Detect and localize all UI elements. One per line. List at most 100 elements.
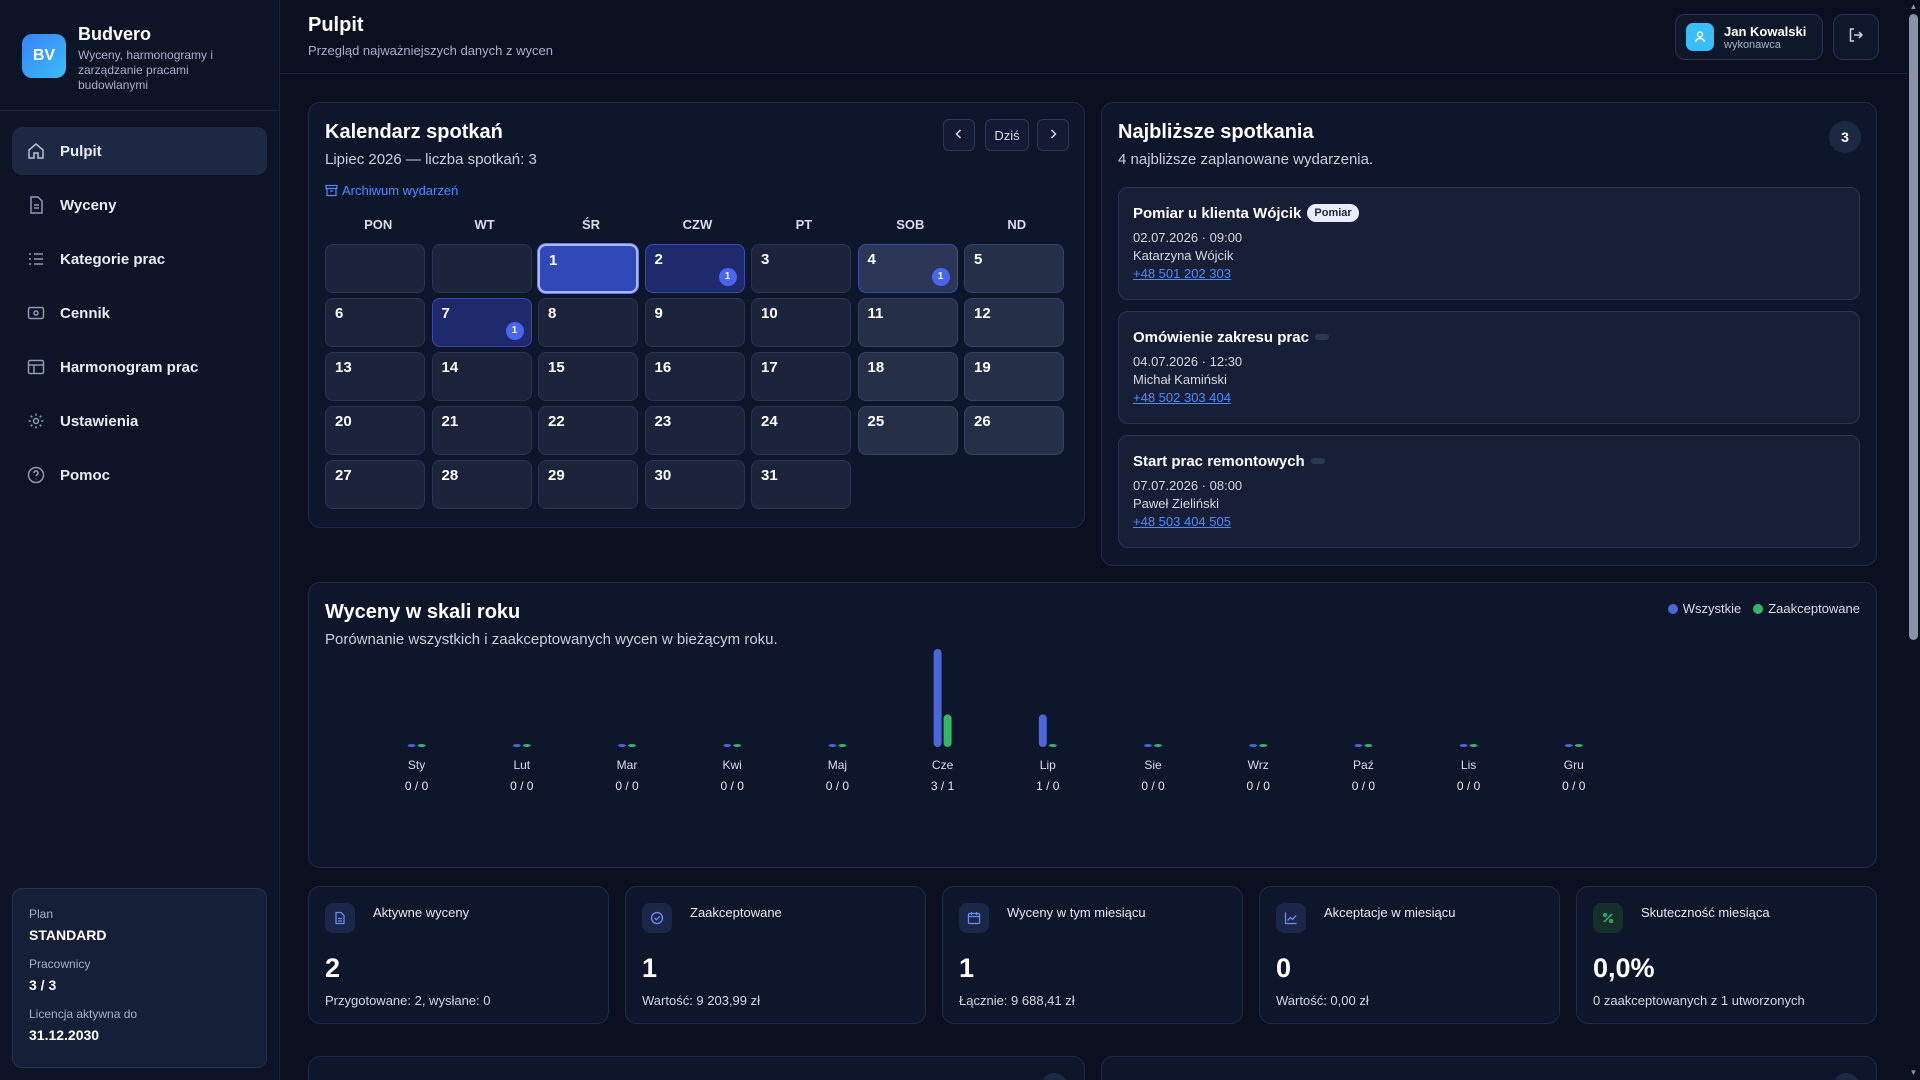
archive-link[interactable]: Archiwum wydarzeń: [325, 183, 458, 198]
bar-all-Maj[interactable]: [828, 744, 837, 747]
event-phone-link[interactable]: +48 502 303 404: [1133, 390, 1231, 405]
bar-all-Mar[interactable]: [618, 744, 626, 747]
event-phone-link[interactable]: +48 503 404 505: [1133, 514, 1231, 529]
calendar-day[interactable]: 12: [964, 298, 1064, 347]
calendar-day[interactable]: 1: [538, 244, 638, 293]
sidebar-item-ustawienia[interactable]: Ustawienia: [12, 397, 267, 445]
sidebar-item-cennik[interactable]: Cennik: [12, 289, 267, 337]
calendar-event-count-badge: 1: [505, 322, 524, 340]
calendar-day[interactable]: 8: [538, 298, 638, 347]
calendar-day[interactable]: 5: [964, 244, 1064, 293]
calendar-day[interactable]: 28: [431, 460, 532, 509]
calendar-next-button[interactable]: [1037, 119, 1069, 151]
logout-button[interactable]: [1833, 14, 1879, 60]
calendar-day-number: 11: [867, 305, 884, 322]
calendar-day[interactable]: 26: [964, 406, 1064, 455]
bar-all-Lip[interactable]: [1038, 714, 1047, 747]
bar-accepted-Maj[interactable]: [838, 744, 847, 747]
calendar-day[interactable]: 18: [857, 352, 958, 401]
user-menu[interactable]: Jan Kowalski wykonawca: [1675, 14, 1823, 60]
brand-logo[interactable]: BV: [22, 34, 66, 78]
bar-all-Sty[interactable]: [407, 744, 416, 747]
bar-all-Sie[interactable]: [1144, 744, 1152, 747]
bar-all-Kwi[interactable]: [723, 744, 732, 747]
sidebar-item-pomoc[interactable]: Pomoc: [12, 451, 267, 499]
calendar-day[interactable]: 17: [751, 352, 851, 401]
calendar-day[interactable]: 30: [644, 460, 745, 509]
calendar-day[interactable]: 11: [857, 298, 958, 347]
calendar-day[interactable]: 19: [964, 352, 1064, 401]
scroll-thumb[interactable]: [1909, 14, 1918, 640]
archive-icon: [325, 184, 338, 197]
legend-item-accepted: Zaakceptowane: [1753, 601, 1860, 616]
scroll-down-icon[interactable]: ▼: [1909, 1068, 1918, 1077]
bar-all-Wrz[interactable]: [1249, 744, 1258, 747]
bar-accepted-Lut[interactable]: [522, 744, 531, 747]
event-item[interactable]: Pomiar u klienta Wójcik Pomiar 02.07.202…: [1118, 187, 1860, 300]
bar-accepted-Sty[interactable]: [417, 744, 426, 747]
bar-accepted-Sie[interactable]: [1154, 744, 1162, 747]
scroll-up-icon[interactable]: ▲: [1909, 2, 1918, 11]
bar-accepted-Kwi[interactable]: [733, 744, 742, 747]
x-tick-label: Sty: [408, 758, 425, 772]
calendar-day[interactable]: 16: [644, 352, 745, 401]
bar-value-label: 3 / 1: [931, 779, 955, 793]
bar-all-Lut[interactable]: [512, 744, 521, 747]
calendar-day[interactable]: 21: [431, 406, 532, 455]
legend-item-all: Wszystkie: [1667, 601, 1741, 616]
header: Pulpit Przegląd najważniejszych danych z…: [280, 0, 1907, 74]
calendar-today-button[interactable]: Dziś: [985, 119, 1029, 151]
sidebar-item-label: Wyceny: [60, 196, 117, 214]
calendar-day[interactable]: 22: [538, 406, 638, 455]
calendar-day[interactable]: 14: [431, 352, 532, 401]
sidebar-nav: Pulpit Wyceny Kategorie prac Cennik Harm…: [0, 111, 279, 521]
calendar-day[interactable]: 9: [644, 298, 745, 347]
card-badge: [1041, 1073, 1067, 1080]
calendar-day-number: 10: [761, 305, 778, 322]
event-item[interactable]: Start prac remontowych 07.07.2026 · 08:0…: [1118, 435, 1860, 548]
calendar-day[interactable]: 3: [751, 244, 851, 293]
calendar-day[interactable]: 10: [751, 298, 851, 347]
calendar-day[interactable]: 15: [538, 352, 638, 401]
user-role: wykonawca: [1724, 38, 1781, 51]
bar-all-Cze[interactable]: [933, 649, 942, 747]
event-person: Katarzyna Wójcik: [1133, 248, 1234, 263]
calendar-day[interactable]: 25: [857, 406, 958, 455]
bar-all-Gru[interactable]: [1564, 744, 1573, 747]
calendar-prev-button[interactable]: [943, 119, 975, 151]
event-phone-link[interactable]: +48 501 202 303: [1133, 266, 1231, 281]
event-item[interactable]: Omówienie zakresu prac 04.07.2026 · 12:3…: [1118, 311, 1860, 424]
calendar-day-number: 22: [548, 413, 565, 430]
calendar-day[interactable]: 24: [751, 406, 851, 455]
bar-accepted-Paź[interactable]: [1364, 744, 1373, 747]
upcoming-title: Najbliższe spotkania: [1118, 121, 1314, 143]
bar-all-Lis[interactable]: [1459, 744, 1468, 747]
x-tick-label: Lut: [513, 758, 530, 772]
calendar-day[interactable]: 29: [538, 460, 638, 509]
calendar-day[interactable]: 27: [325, 460, 425, 509]
page-scrollbar[interactable]: ▲ ▼: [1907, 0, 1920, 1080]
bar-accepted-Lip[interactable]: [1048, 744, 1057, 747]
calendar-day[interactable]: 13: [325, 352, 425, 401]
bar-accepted-Cze[interactable]: [943, 714, 952, 747]
logout-icon: [1847, 26, 1865, 49]
calendar-day[interactable]: 23: [644, 406, 745, 455]
bar-accepted-Mar[interactable]: [628, 744, 636, 747]
calendar-icon: [959, 903, 989, 933]
sidebar-item-harmonogram[interactable]: Harmonogram prac: [12, 343, 267, 391]
bar-accepted-Gru[interactable]: [1574, 744, 1583, 747]
sidebar-item-pulpit[interactable]: Pulpit: [12, 127, 267, 175]
bar-accepted-Lis[interactable]: [1469, 744, 1478, 747]
bar-accepted-Wrz[interactable]: [1259, 744, 1268, 747]
calendar-day-number: 1: [549, 252, 558, 269]
sidebar-item-kategorie[interactable]: Kategorie prac: [12, 235, 267, 283]
bar-all-Paź[interactable]: [1354, 744, 1363, 747]
calendar-day[interactable]: 20: [325, 406, 425, 455]
calendar-day[interactable]: 6: [325, 298, 425, 347]
calendar-day[interactable]: 31: [751, 460, 851, 509]
sidebar-item-wyceny[interactable]: Wyceny: [12, 181, 267, 229]
calendar-day-number: 25: [867, 413, 885, 430]
